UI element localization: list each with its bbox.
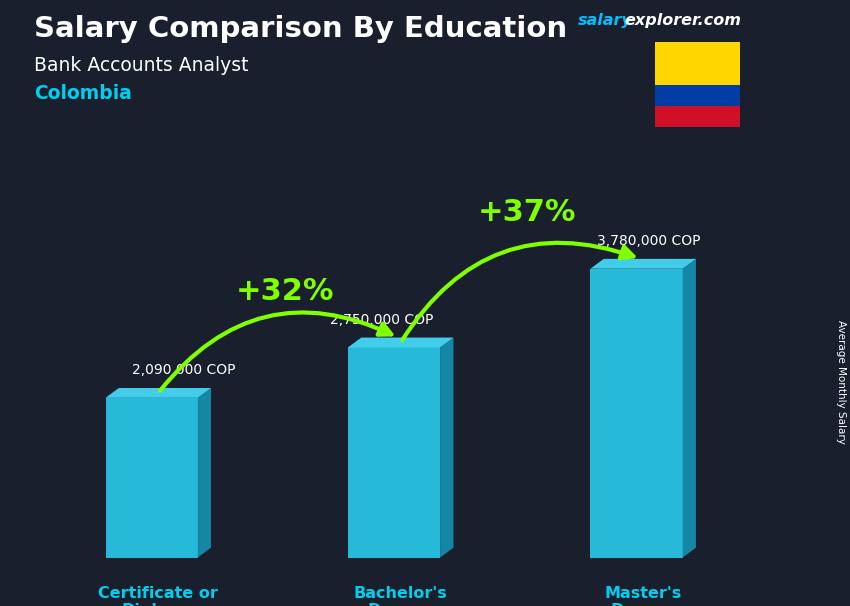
Text: Certificate or
Diploma: Certificate or Diploma	[99, 585, 218, 606]
Polygon shape	[683, 259, 696, 558]
Polygon shape	[348, 347, 440, 558]
Text: 2,090,000 COP: 2,090,000 COP	[133, 364, 235, 378]
Polygon shape	[348, 338, 453, 347]
Polygon shape	[654, 106, 740, 127]
Polygon shape	[440, 338, 453, 558]
Polygon shape	[654, 42, 740, 85]
Text: Bachelor's
Degree: Bachelor's Degree	[354, 585, 448, 606]
FancyArrowPatch shape	[402, 243, 633, 340]
Text: Average Monthly Salary: Average Monthly Salary	[836, 320, 846, 444]
Polygon shape	[591, 268, 683, 558]
Polygon shape	[105, 388, 211, 398]
Text: Salary Comparison By Education: Salary Comparison By Education	[34, 15, 567, 43]
Text: explorer.com: explorer.com	[625, 13, 741, 28]
Text: 3,780,000 COP: 3,780,000 COP	[597, 235, 700, 248]
Text: +37%: +37%	[479, 198, 576, 227]
Polygon shape	[654, 85, 740, 106]
Text: Colombia: Colombia	[34, 84, 132, 102]
Text: +32%: +32%	[235, 277, 334, 305]
Text: salary: salary	[578, 13, 632, 28]
Polygon shape	[198, 388, 211, 558]
Text: Bank Accounts Analyst: Bank Accounts Analyst	[34, 56, 248, 75]
Text: Master's
Degree: Master's Degree	[604, 585, 682, 606]
Polygon shape	[105, 398, 198, 558]
Polygon shape	[591, 259, 696, 268]
Text: 2,750,000 COP: 2,750,000 COP	[331, 313, 434, 327]
FancyArrowPatch shape	[160, 313, 391, 391]
